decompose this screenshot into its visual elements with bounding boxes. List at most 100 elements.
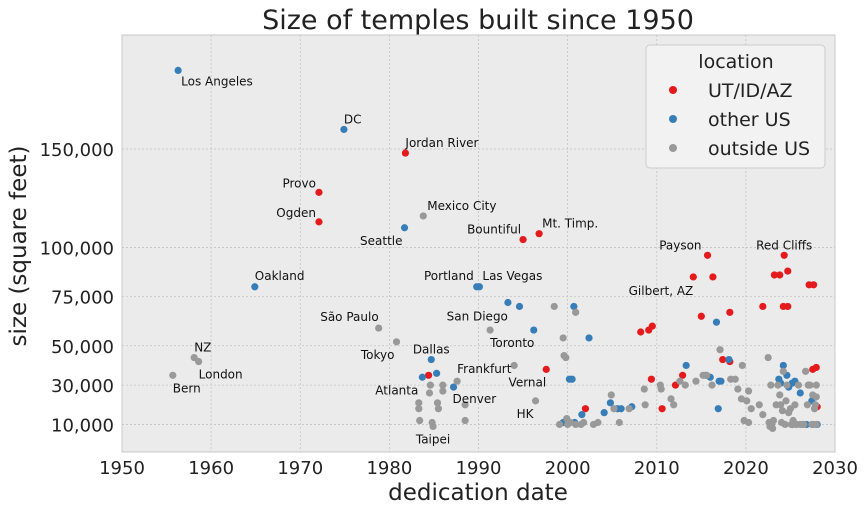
data-point <box>703 371 711 379</box>
data-point <box>719 355 727 364</box>
annotation-label: Payson <box>659 238 701 252</box>
data-point <box>648 322 656 330</box>
annotation-label: Los Angeles <box>181 74 253 88</box>
annotation-label: San Diego <box>447 310 508 324</box>
data-point <box>796 389 804 397</box>
y-axis-label: size (square feet) <box>6 146 32 347</box>
data-point <box>647 375 656 383</box>
data-point <box>641 401 649 409</box>
data-points <box>169 66 821 432</box>
data-point <box>535 230 543 238</box>
data-point <box>692 377 700 385</box>
data-point <box>433 369 441 377</box>
data-point <box>657 385 665 393</box>
data-point <box>670 401 678 409</box>
data-point <box>776 391 784 399</box>
data-point <box>425 389 434 397</box>
data-point <box>812 393 820 401</box>
annotation-label: Atlanta <box>375 383 418 397</box>
data-point <box>759 411 767 419</box>
data-point <box>433 399 442 407</box>
data-point <box>542 365 550 373</box>
annotation-label: Seattle <box>360 234 402 248</box>
data-point <box>667 395 675 403</box>
annotation-label: NZ <box>194 341 211 355</box>
data-point <box>510 361 518 370</box>
data-point <box>315 218 323 226</box>
annotation-label: Bountiful <box>467 223 521 237</box>
data-point <box>777 401 785 409</box>
legend-label-other-us: other US <box>708 109 791 131</box>
annotation-label: Dallas <box>413 343 450 357</box>
data-point <box>716 346 724 354</box>
data-point <box>427 355 435 364</box>
data-point <box>429 422 437 431</box>
data-point <box>676 377 684 385</box>
data-point <box>778 407 787 415</box>
data-point <box>610 405 618 413</box>
legend-marker-ut-id-az <box>669 86 677 94</box>
data-point <box>426 381 434 389</box>
legend: location UT/ID/AZ other US outside US <box>645 44 826 169</box>
data-point <box>811 401 819 409</box>
data-point <box>461 401 469 409</box>
annotation-label: São Paulo <box>320 310 378 324</box>
data-point <box>640 385 648 393</box>
annotation-label: Mt. Timp. <box>542 217 598 231</box>
data-point <box>625 405 633 413</box>
data-point <box>453 377 461 385</box>
data-point <box>800 420 808 429</box>
data-point <box>781 420 789 429</box>
x-tick-label: 1990 <box>456 458 502 479</box>
data-point <box>174 66 182 75</box>
data-point <box>810 281 818 289</box>
y-tick-label: 150,000 <box>40 140 114 161</box>
data-point <box>531 397 540 405</box>
annotations: Los Angeles DC Jordan River Provo Ogden Mexic… <box>173 74 812 446</box>
annotation-label: Vernal <box>509 375 547 389</box>
legend-title: location <box>698 51 773 73</box>
x-tick-label: 1980 <box>366 458 412 479</box>
data-point <box>714 405 722 413</box>
annotation-label: Portland <box>424 269 474 283</box>
data-point <box>806 381 814 389</box>
data-point <box>780 251 788 259</box>
legend-label-outside-us: outside US <box>708 138 810 160</box>
data-point <box>559 334 567 342</box>
data-point <box>556 420 564 429</box>
data-point <box>731 375 739 383</box>
data-point <box>169 371 177 379</box>
x-tick-label: 2010 <box>634 458 680 479</box>
data-point <box>585 334 593 342</box>
data-point <box>726 308 734 316</box>
data-point <box>401 149 410 157</box>
annotation-label: London <box>199 368 243 382</box>
data-point <box>424 371 433 379</box>
annotation-label: Jordan River <box>404 136 478 150</box>
data-point <box>708 381 716 389</box>
data-point <box>755 401 763 409</box>
data-point <box>519 235 527 244</box>
data-point <box>782 397 790 405</box>
legend-box <box>645 44 826 169</box>
data-point <box>697 312 705 320</box>
data-point <box>594 418 602 427</box>
data-point <box>439 387 447 395</box>
data-point <box>439 381 447 389</box>
data-point <box>709 273 717 281</box>
data-point <box>486 326 494 334</box>
y-tick-label: 100,000 <box>40 238 114 259</box>
annotation-label: Frankfurt <box>457 362 512 376</box>
data-point <box>581 405 590 413</box>
data-point <box>747 405 755 413</box>
annotation-label: Provo <box>282 176 315 190</box>
data-point <box>703 251 712 259</box>
data-point <box>419 212 427 220</box>
annotation-label: Oakland <box>255 269 305 283</box>
x-tick-label: 2030 <box>812 458 858 479</box>
data-point <box>415 399 423 407</box>
chart-title: Size of temples built since 1950 <box>262 5 694 36</box>
legend-marker-outside-us <box>669 144 677 152</box>
annotation-label: Mexico City <box>427 199 496 213</box>
